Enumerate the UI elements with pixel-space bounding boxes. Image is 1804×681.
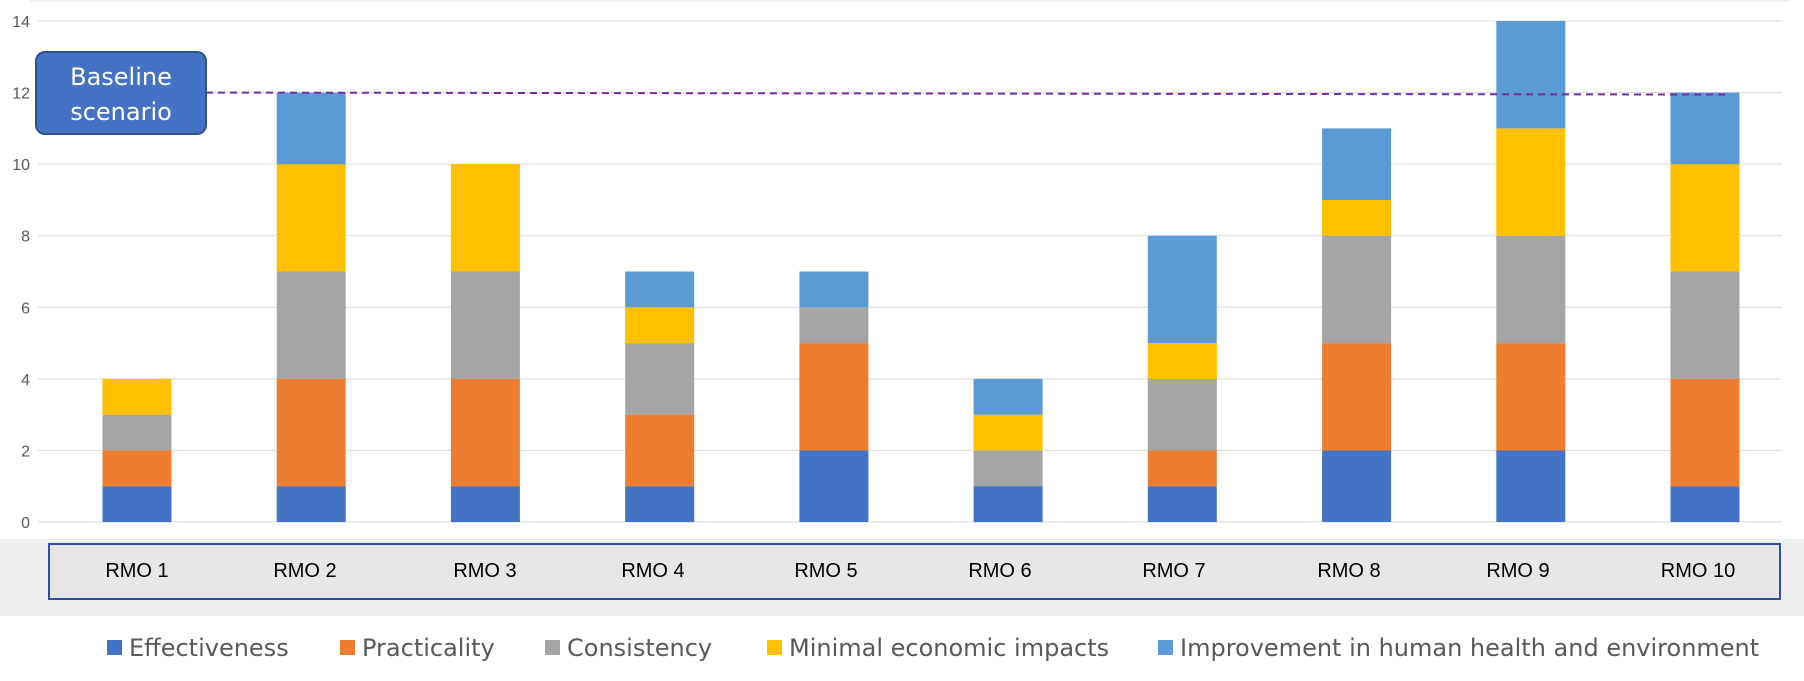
bar-segment: [973, 450, 1043, 487]
bar-segment: [1322, 128, 1392, 200]
bar-segment: [1496, 128, 1566, 236]
legend-swatch: [340, 640, 355, 655]
bar-segment: [625, 486, 695, 522]
bar-segment: [799, 450, 869, 522]
bar-segment: [276, 271, 346, 379]
bar-segment: [276, 164, 346, 272]
bar-segment: [799, 307, 869, 344]
category-axis-frame: [48, 543, 1781, 600]
bar-segment: [973, 486, 1043, 522]
bar-segment: [1496, 450, 1566, 522]
bar-segment: [1670, 164, 1740, 272]
bar-segment: [276, 92, 346, 165]
bar-segment: [625, 343, 695, 415]
bar-segment: [1670, 271, 1740, 379]
baseline-reference-line: [205, 91, 1731, 96]
bar-segment: [625, 307, 695, 344]
y-tick-label: 10: [12, 157, 30, 174]
bar-segment: [1147, 235, 1217, 344]
category-label: RMO 1: [105, 560, 168, 582]
legend-label: Improvement in human health and environm…: [1180, 634, 1759, 662]
bar-segment: [450, 486, 520, 522]
category-label: RMO 4: [621, 560, 684, 582]
y-tick-label: 4: [21, 372, 30, 389]
bar-segment: [1322, 235, 1392, 344]
legend-label: Consistency: [567, 634, 712, 662]
bar-segment: [1147, 486, 1217, 522]
baseline-scenario-callout: Baseline scenario: [35, 51, 207, 135]
bar-segment: [450, 378, 520, 487]
legend-swatch: [1158, 640, 1173, 655]
category-label: RMO 10: [1661, 560, 1735, 582]
callout-line-2: scenario: [70, 98, 172, 126]
bar-segment: [799, 343, 869, 451]
callout-box: [35, 51, 207, 135]
bar-segment: [450, 164, 520, 272]
category-label: RMO 7: [1142, 560, 1205, 582]
reference-line: [205, 91, 1731, 96]
category-labels: RMO 1 RMO 2 RMO 3 RMO 4 RMO 5 RMO 6 RMO 7 RMO 8…: [105, 560, 1735, 582]
y-tick-label: 8: [21, 229, 30, 246]
legend-swatch: [545, 640, 560, 655]
bar-segment: [1147, 343, 1217, 379]
legend: Effectiveness Practicality Consistency Mini…: [107, 634, 1759, 662]
callout-line-1: Baseline: [70, 63, 172, 91]
bar-segment: [1496, 235, 1566, 344]
bar-segment: [1496, 343, 1566, 451]
bar-segment: [1670, 378, 1740, 487]
bar-segment: [973, 378, 1043, 415]
bar-segment: [625, 271, 695, 308]
y-tick-label: 2: [21, 443, 30, 460]
bar-segment: [450, 271, 520, 379]
legend-label: Practicality: [362, 634, 495, 662]
legend-swatch: [107, 640, 122, 655]
bar-segment: [276, 486, 346, 522]
bar-segment: [1496, 21, 1566, 129]
bar-segment: [102, 486, 172, 522]
bar-segment: [1147, 450, 1217, 487]
bar-segment: [1322, 199, 1392, 236]
category-label: RMO 3: [453, 560, 516, 582]
bar-segment: [1322, 343, 1392, 451]
bar-segment: [799, 271, 869, 308]
bar-segment: [1322, 450, 1392, 522]
category-label: RMO 5: [794, 560, 857, 582]
bar-segment: [1147, 378, 1217, 451]
bar-segment: [102, 378, 172, 415]
y-tick-label: 12: [12, 86, 30, 103]
legend-label: Minimal economic impacts: [789, 634, 1109, 662]
bar-segment: [973, 414, 1043, 451]
y-tick-label: 14: [12, 14, 30, 31]
category-label: RMO 6: [968, 560, 1031, 582]
y-tick-label: 0: [21, 515, 30, 532]
y-tick-label: 6: [21, 300, 30, 317]
category-label: RMO 8: [1317, 560, 1380, 582]
bar-segment: [102, 450, 172, 487]
bars: [102, 21, 1740, 522]
bar-segment: [276, 378, 346, 487]
bar-segment: [102, 414, 172, 451]
bar-segment: [625, 414, 695, 487]
legend-label: Effectiveness: [129, 634, 289, 662]
bar-segment: [1670, 486, 1740, 522]
bar-segment: [1670, 92, 1740, 165]
category-axis-panel: [0, 539, 1804, 616]
category-label: RMO 2: [273, 560, 336, 582]
legend-swatch: [767, 640, 782, 655]
y-axis: 0 2 4 6 8 10 12 14: [12, 14, 30, 532]
category-label: RMO 9: [1486, 560, 1549, 582]
